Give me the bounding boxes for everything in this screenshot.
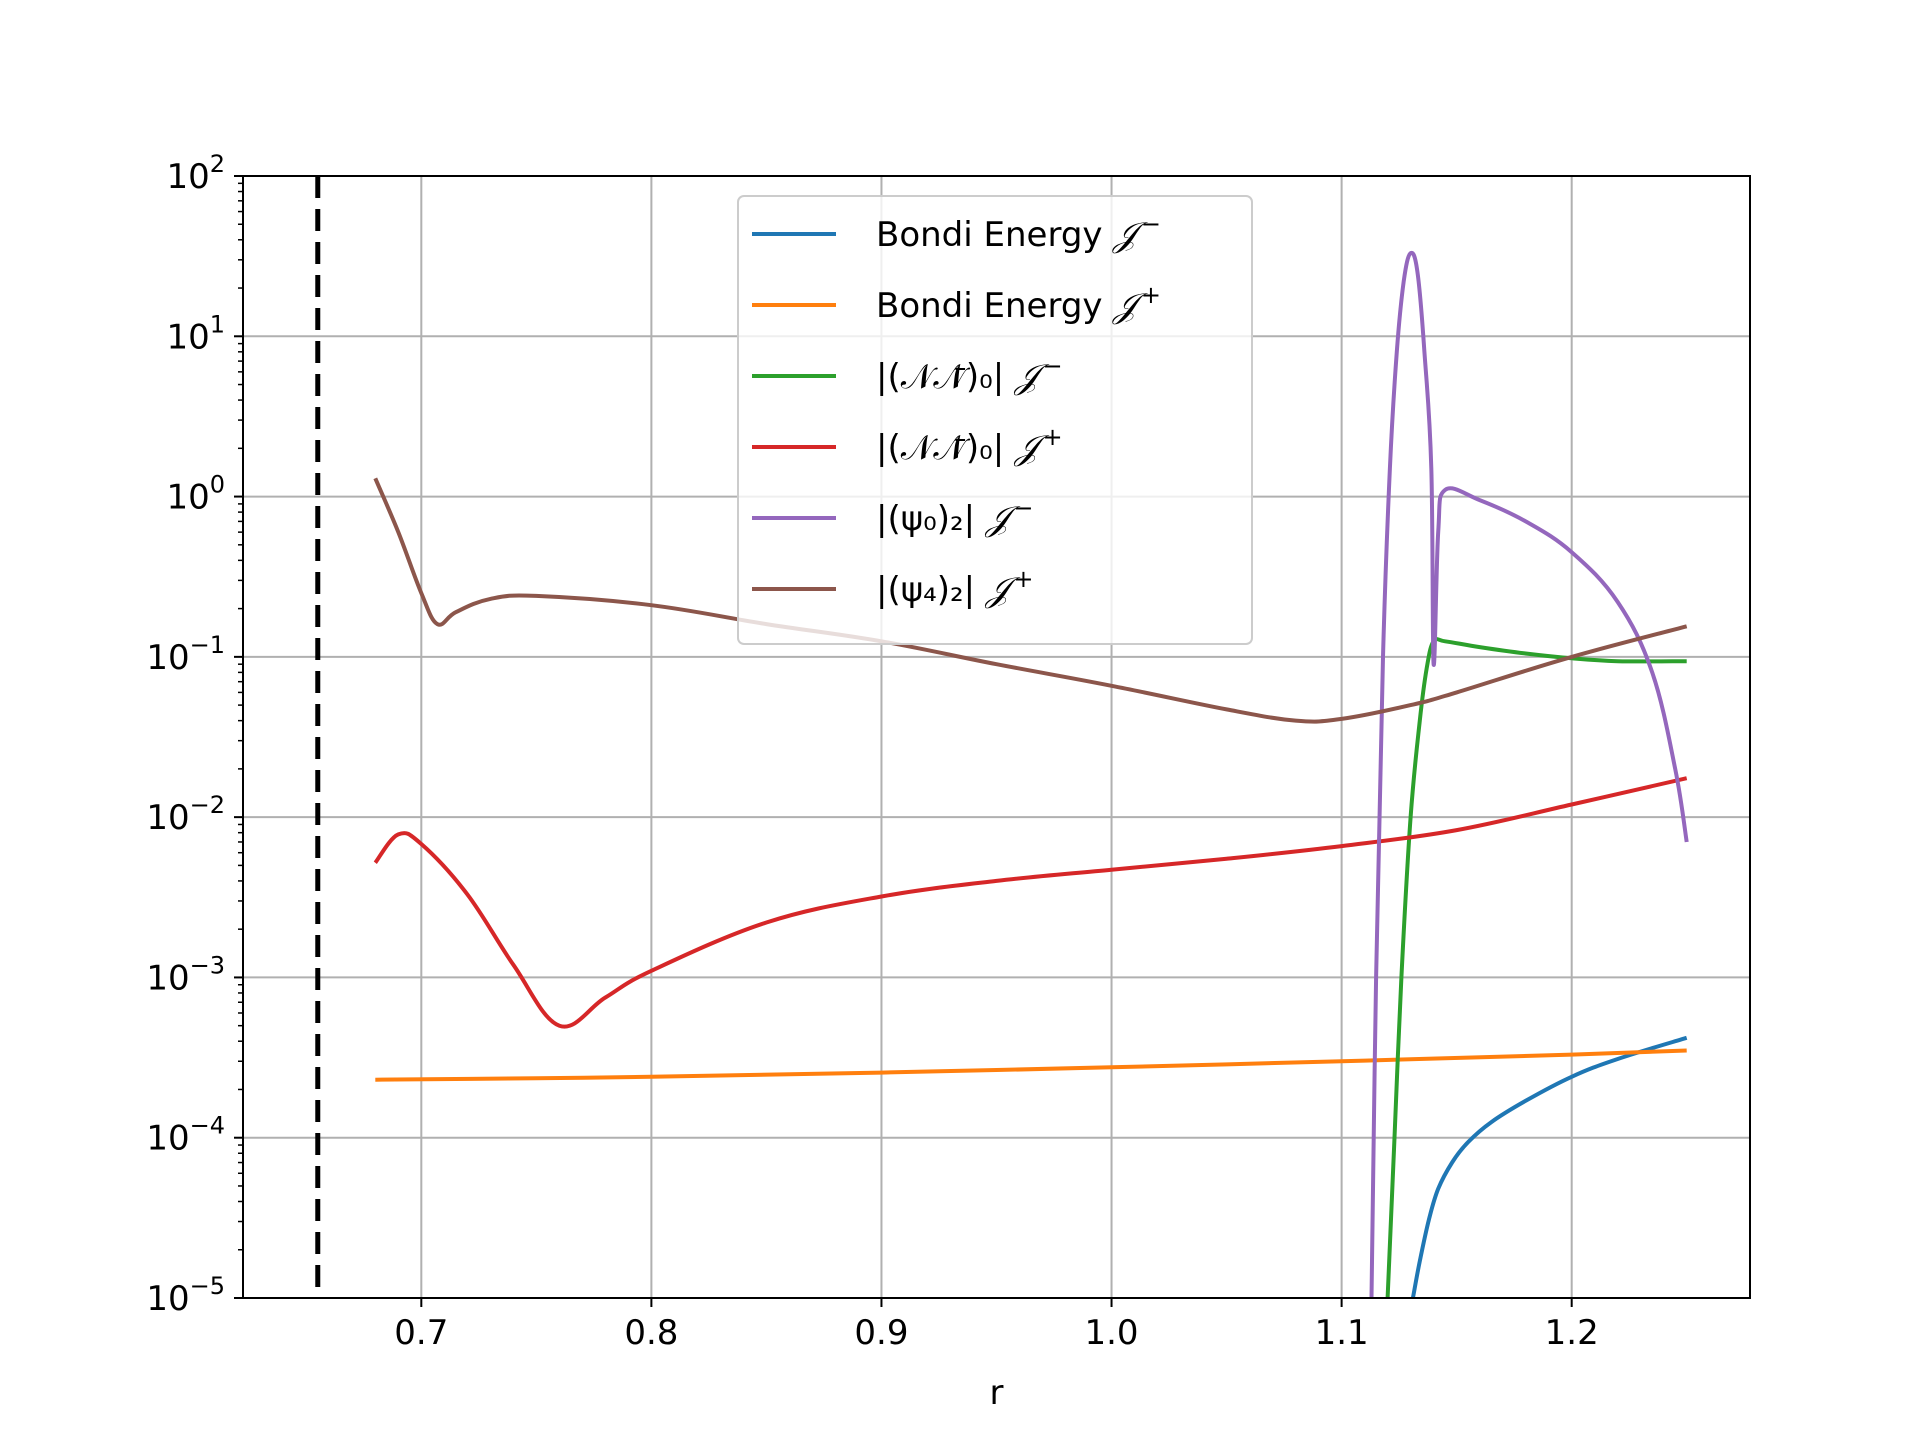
series-line-2 <box>1385 636 1687 1298</box>
series-line-5 <box>373 477 1688 724</box>
series-line-3 <box>373 776 1688 1029</box>
x-tick-label: 0.7 <box>394 1313 448 1353</box>
x-tick-label: 0.9 <box>854 1313 908 1353</box>
x-tick-label: 1.1 <box>1315 1313 1369 1353</box>
y-tick-label: 10−4 <box>146 1112 225 1159</box>
y-tick-label: 101 <box>166 310 225 357</box>
legend-entry: |(𝒩𝒩̄)₀| 𝒥 + <box>876 423 1063 468</box>
plot-frame <box>242 175 1751 1299</box>
y-tick-label: 10−5 <box>146 1272 225 1319</box>
y-tick-label: 10−2 <box>146 791 225 838</box>
legend-box <box>737 195 1253 645</box>
legend-entry: Bondi Energy 𝒥 + <box>876 281 1161 326</box>
y-tick-label: 100 <box>166 471 225 518</box>
x-tick-label: 0.8 <box>624 1313 678 1353</box>
x-tick-label: 1.2 <box>1545 1313 1599 1353</box>
axis-ticks: 0.7 0.8 0.9 1.0 1.1 1.2 10−5 10−4 10−3 10−2 10−1 10… <box>146 150 1598 1353</box>
series-line-1 <box>375 1048 1687 1082</box>
legend: Bondi Energy 𝒥 − Bondi Energy 𝒥 + |(𝒩𝒩̄)₀| 𝒥… <box>737 195 1253 645</box>
x-tick-label: 1.0 <box>1084 1313 1138 1353</box>
y-tick-label: 10−1 <box>146 631 225 678</box>
legend-entry: Bondi Energy 𝒥 − <box>876 210 1161 255</box>
legend-entry: |(𝒩𝒩̄)₀| 𝒥 − <box>876 352 1063 397</box>
series-line-4 <box>1369 250 1689 1298</box>
series-line-0 <box>1410 1035 1688 1298</box>
legend-entry: |(ψ₄)₂| 𝒥 + <box>876 565 1034 610</box>
y-tick-label: 10−3 <box>146 951 225 998</box>
y-tick-label: 102 <box>166 150 225 197</box>
series-layer <box>373 250 1689 1298</box>
x-axis-label: r <box>990 1373 1004 1413</box>
